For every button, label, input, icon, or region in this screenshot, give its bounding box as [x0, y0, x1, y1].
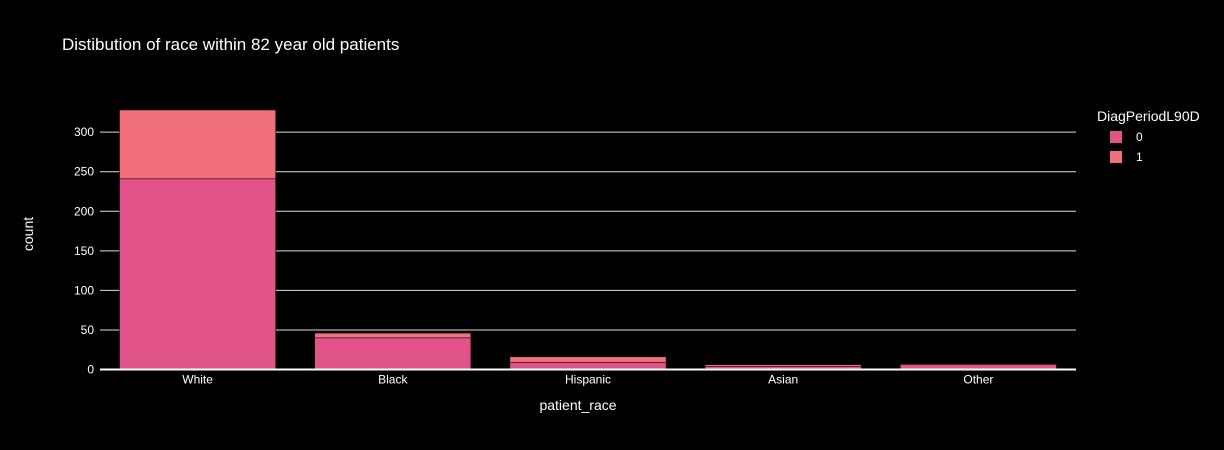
- axes: 0 50 100 150 200 250 300 White Black Hispanic Asia…: [74, 125, 1076, 387]
- bar-hispanic-series-0[interactable]: [509, 362, 667, 370]
- y-tick-label: 150: [74, 244, 94, 258]
- legend: DiagPeriodL90D 01: [1097, 108, 1200, 164]
- y-axis-title: count: [20, 217, 36, 251]
- bar-white-series-1[interactable]: [119, 109, 276, 180]
- bar-other-series-1[interactable]: [900, 363, 1057, 366]
- y-tick-label: 300: [74, 125, 94, 139]
- legend-swatch[interactable]: [1110, 131, 1122, 143]
- legend-swatch[interactable]: [1110, 151, 1122, 163]
- y-tick-label: 50: [81, 323, 95, 337]
- x-tick-label: White: [182, 373, 213, 387]
- y-tick-label: 100: [74, 283, 94, 297]
- x-tick-label: Other: [963, 373, 993, 387]
- bar-hispanic-series-1[interactable]: [509, 356, 667, 363]
- legend-title: DiagPeriodL90D: [1097, 108, 1200, 124]
- legend-label[interactable]: 0: [1136, 130, 1143, 144]
- x-tick-label: Black: [378, 373, 408, 387]
- legend-items: 01: [1110, 130, 1143, 164]
- chart-title: Distibution of race within 82 year old p…: [62, 35, 399, 54]
- x-tick-label: Asian: [768, 373, 798, 387]
- legend-label[interactable]: 1: [1136, 150, 1143, 164]
- bar-white-series-0[interactable]: [119, 178, 276, 370]
- bar-asian-series-1[interactable]: [704, 364, 862, 367]
- x-axis-title: patient_race: [539, 397, 616, 413]
- bar-black-series-0[interactable]: [314, 337, 472, 370]
- y-tick-label: 0: [87, 363, 94, 377]
- x-tick-label: Hispanic: [565, 373, 611, 387]
- y-tick-label: 250: [74, 165, 94, 179]
- y-tick-label: 200: [74, 204, 94, 218]
- bars: [119, 109, 1057, 370]
- bar-black-series-1[interactable]: [314, 332, 472, 339]
